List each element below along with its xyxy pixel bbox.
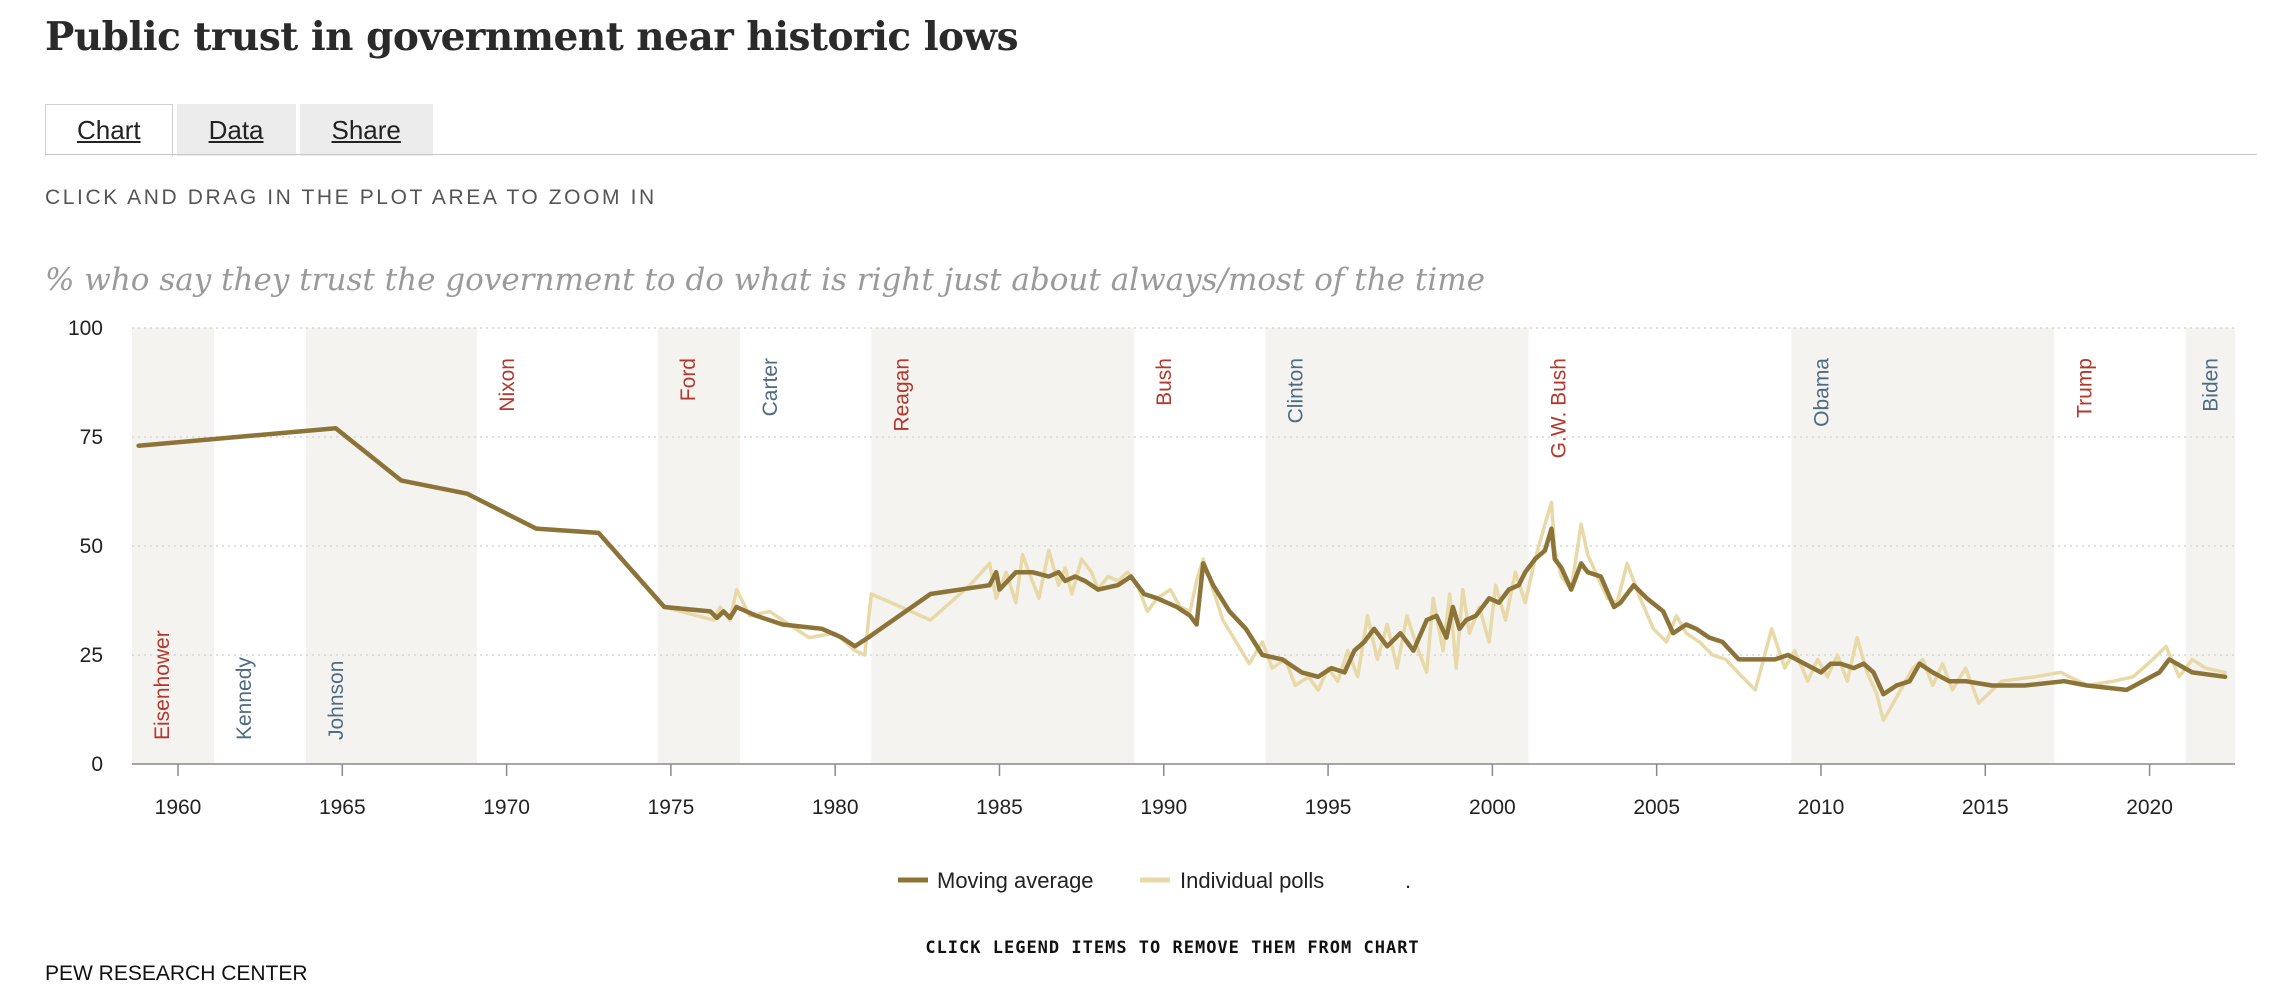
- chart-title: % who say they trust the government to d…: [45, 262, 1485, 298]
- president-label: Reagan: [890, 358, 913, 432]
- x-tick-label: 1970: [483, 796, 530, 819]
- y-tick-label: 0: [91, 753, 103, 776]
- legend: Moving average Individual polls.: [898, 868, 1411, 893]
- x-tick-label: 2020: [2126, 796, 2173, 819]
- president-label: Trump: [2073, 358, 2096, 418]
- x-tick-label: 2015: [1962, 796, 2009, 819]
- president-label: Eisenhower: [151, 630, 174, 740]
- legend-label[interactable]: Moving average: [937, 868, 1094, 893]
- tab-data[interactable]: Data: [176, 104, 296, 156]
- x-tick-label: 1980: [812, 796, 859, 819]
- president-label: Ford: [677, 358, 700, 401]
- president-label: G.W. Bush: [1548, 358, 1571, 458]
- x-tick-label: 2010: [1798, 796, 1845, 819]
- tab-divider: [45, 154, 2257, 155]
- y-tick-label: 50: [80, 535, 103, 558]
- y-tick-label: 75: [80, 426, 103, 449]
- series-moving-average[interactable]: [136, 426, 2228, 697]
- tab-chart[interactable]: Chart: [45, 104, 173, 157]
- source-label: PEW RESEARCH CENTER: [45, 962, 308, 985]
- x-tick-label: 1995: [1305, 796, 1352, 819]
- x-tick-label: 1965: [319, 796, 366, 819]
- y-tick-label: 100: [68, 317, 103, 340]
- page-title: Public trust in government near historic…: [45, 14, 1019, 60]
- president-label: Carter: [759, 358, 782, 416]
- president-label: Clinton: [1285, 358, 1308, 423]
- x-tick-label: 2000: [1469, 796, 1516, 819]
- zoom-hint: CLICK AND DRAG IN THE PLOT AREA TO ZOOM …: [45, 186, 657, 209]
- x-tick-label: 1985: [976, 796, 1023, 819]
- president-label: Obama: [1810, 358, 1833, 427]
- legend-label[interactable]: Individual polls: [1180, 868, 1324, 893]
- president-label: Nixon: [496, 358, 519, 412]
- x-tick-label: 2005: [1633, 796, 1680, 819]
- x-tick-label: 1960: [155, 796, 202, 819]
- president-label: Johnson: [325, 661, 348, 740]
- president-labels: Eisenhower Kennedy Johnson Nixon Ford Carter R…: [151, 358, 2222, 740]
- plot-area[interactable]: [136, 426, 2228, 723]
- x-tick-label: 1975: [648, 796, 695, 819]
- legend-item[interactable]: Individual polls: [1140, 868, 1324, 893]
- y-axis: 0 25 50 75 100: [68, 317, 103, 776]
- tab-bar: Chart Data Share: [45, 104, 437, 157]
- series-individual-polls[interactable]: [136, 426, 2227, 723]
- president-label: Biden: [2199, 358, 2222, 412]
- x-tick-label: 1990: [1140, 796, 1187, 819]
- y-tick-label: 25: [80, 644, 103, 667]
- legend-extra: .: [1405, 868, 1411, 893]
- tab-share[interactable]: Share: [299, 104, 433, 156]
- gridlines: [132, 327, 2235, 656]
- president-label: Bush: [1153, 358, 1176, 406]
- president-label: Kennedy: [233, 657, 256, 740]
- x-axis: 1960 1965 1970 1975 1980 1985 1990 1995 2000 2005…: [132, 763, 2235, 819]
- legend-item[interactable]: Moving average: [898, 868, 1094, 893]
- legend-hint: CLICK LEGEND ITEMS TO REMOVE THEM FROM C…: [925, 938, 1420, 958]
